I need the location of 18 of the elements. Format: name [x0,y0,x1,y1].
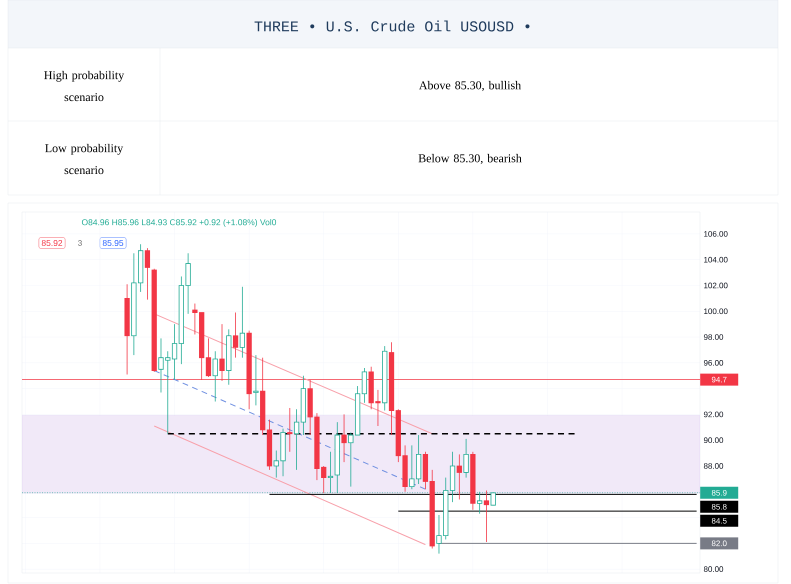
candlestick [253,354,259,406]
chart-title: THREE • U.S. Crude Oil USOUSD • [254,20,530,32]
candlestick [212,350,218,402]
candlestick [144,248,150,300]
candlestick [456,454,462,500]
text: Above 85.30, bullish [418,80,521,92]
text: High probability scenario [44,70,124,102]
annotation: 85.92 [42,240,62,246]
candlestick [287,408,292,452]
annotation: O84.96 H85.96 L84.93 C85.92 +0.92 (+1.08%) Vol0 [82,219,276,227]
candlestick [463,438,469,478]
text: Below 85.30, bearish [418,154,522,164]
candlestick [341,414,347,463]
annotation: 85.95 [102,240,124,246]
text: Low probability scenario [45,144,124,174]
candlestick [484,490,490,542]
candlestick [232,312,238,358]
candlestick [240,286,245,358]
